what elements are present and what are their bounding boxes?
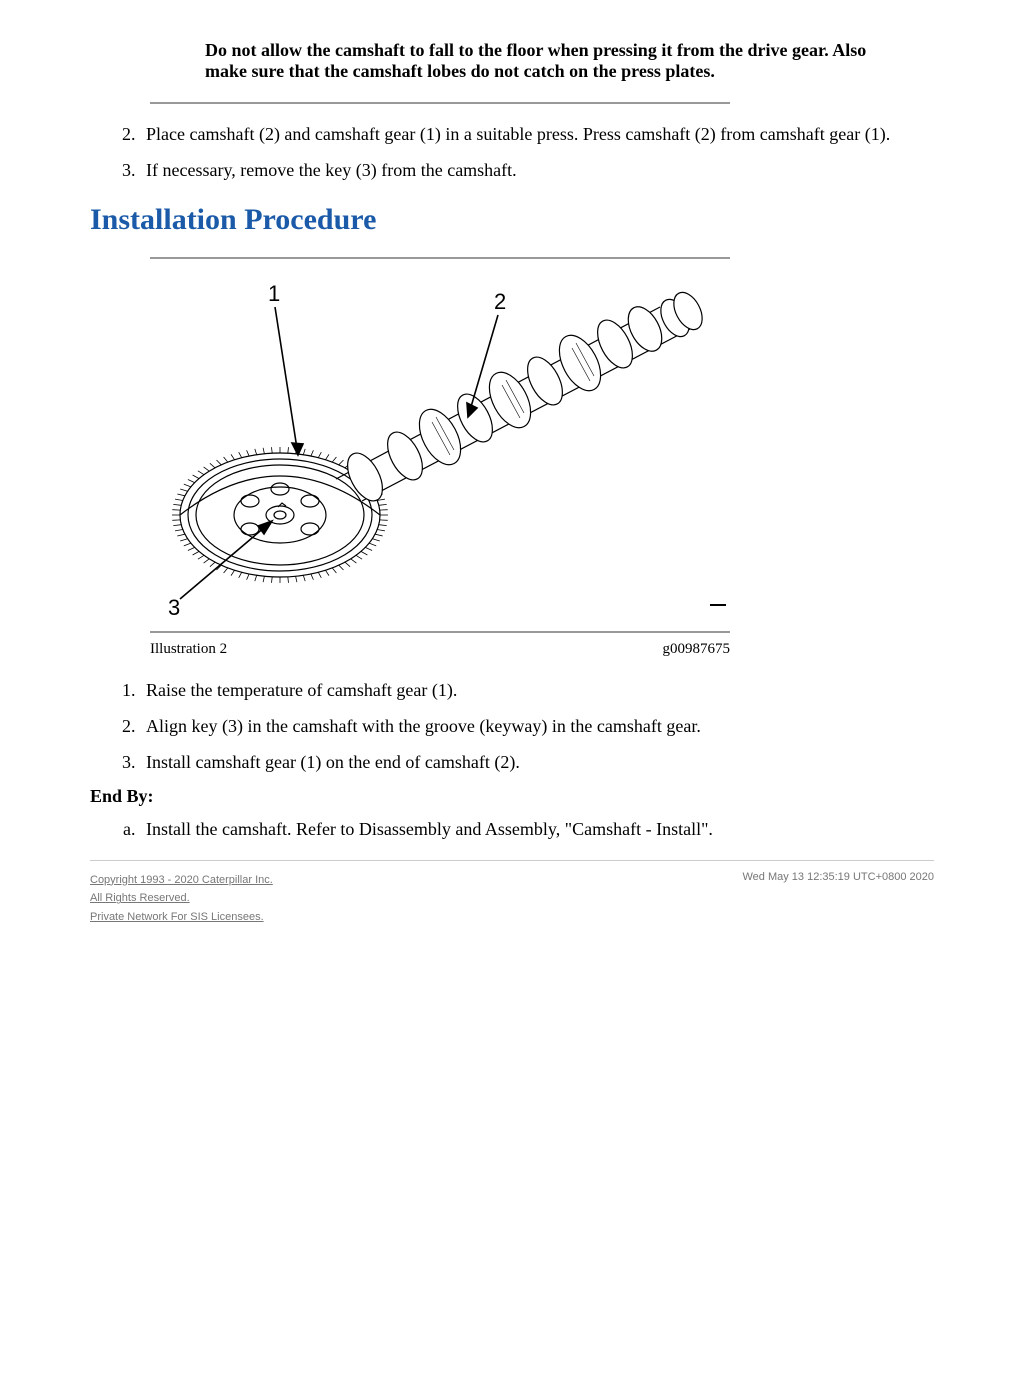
callout-2-label: 2 <box>494 289 506 314</box>
page-footer: Copyright 1993 - 2020 Caterpillar Inc. A… <box>90 871 934 927</box>
footer-rights[interactable]: All Rights Reserved. <box>90 889 190 908</box>
list-item: If necessary, remove the key (3) from th… <box>140 158 934 182</box>
callout-3-label: 3 <box>168 595 180 620</box>
illustration-caption: Illustration 2 g00987675 <box>150 641 730 658</box>
footer-network[interactable]: Private Network For SIS Licensees. <box>90 908 264 927</box>
footer-copyright[interactable]: Copyright 1993 - 2020 Caterpillar Inc. <box>90 871 273 890</box>
footer-timestamp: Wed May 13 12:35:19 UTC+0800 2020 <box>742 871 934 883</box>
end-by-list: Install the camshaft. Refer to Disassemb… <box>120 817 934 841</box>
removal-steps-list: Place camshaft (2) and camshaft gear (1)… <box>120 122 934 183</box>
camshaft-diagram: 1 2 3 <box>150 267 730 627</box>
install-steps-list: Raise the temperature of camshaft gear (… <box>120 678 934 775</box>
callout-1-label: 1 <box>268 281 280 306</box>
illustration-block: 1 2 3 Illustration 2 g0098767 <box>150 257 904 658</box>
end-by-label: End By: <box>90 786 934 807</box>
divider <box>150 257 730 259</box>
list-item: Align key (3) in the camshaft with the g… <box>140 714 934 738</box>
section-title: Installation Procedure <box>90 203 934 237</box>
warning-text: Do not allow the camshaft to fall to the… <box>205 40 904 82</box>
list-item: Place camshaft (2) and camshaft gear (1)… <box>140 122 934 146</box>
illustration-gnum: g00987675 <box>663 641 731 658</box>
list-item: Raise the temperature of camshaft gear (… <box>140 678 934 702</box>
divider <box>150 631 730 633</box>
divider <box>150 102 730 104</box>
list-item: Install the camshaft. Refer to Disassemb… <box>140 817 934 841</box>
list-item: Install camshaft gear (1) on the end of … <box>140 750 934 774</box>
footer-divider <box>90 860 934 861</box>
illustration-label: Illustration 2 <box>150 641 227 658</box>
